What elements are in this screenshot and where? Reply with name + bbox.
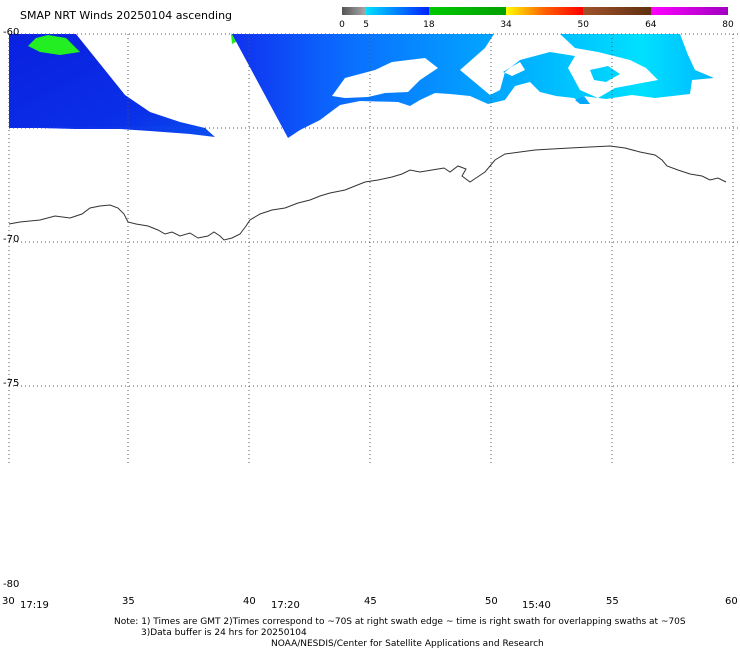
colorbar-segment bbox=[342, 7, 367, 15]
colorbar-label: 0 bbox=[339, 20, 345, 30]
high-wind-patch bbox=[28, 35, 80, 55]
colorbar-label: 5 bbox=[363, 20, 369, 30]
colorbar-segment bbox=[366, 7, 429, 15]
lon-label-50: 50 bbox=[485, 596, 498, 607]
colorbar-label: 64 bbox=[645, 20, 657, 30]
lon-label-55: 55 bbox=[606, 596, 619, 607]
swath-time: 15:40 bbox=[522, 600, 551, 611]
lon-label-40: 40 bbox=[243, 596, 256, 607]
colorbar-segment bbox=[583, 7, 651, 15]
swath-time: 17:20 bbox=[271, 600, 300, 611]
credit-line: NOAA/NESDIS/Center for Satellite Applica… bbox=[271, 639, 544, 649]
map-title: SMAP NRT Winds 20250104 ascending bbox=[20, 9, 233, 22]
lat-label-60: -60 bbox=[3, 27, 20, 38]
colorbar-label: 34 bbox=[500, 20, 512, 30]
colorbar-label: 50 bbox=[577, 20, 589, 30]
footnote-line-1: Note: 1) Times are GMT 2)Times correspon… bbox=[114, 617, 686, 627]
lon-label-45: 45 bbox=[364, 596, 377, 607]
colorbar-segment bbox=[650, 7, 728, 15]
lon-label-30: 30 bbox=[2, 596, 15, 607]
lat-label-70: -70 bbox=[3, 234, 20, 245]
colorbar-segment bbox=[506, 7, 584, 15]
footnote-line-2: 3)Data buffer is 24 hrs for 20250104 bbox=[141, 628, 307, 638]
wind-swath-right bbox=[232, 34, 714, 138]
wind-swath-right-patch bbox=[575, 96, 590, 104]
lon-label-60: 60 bbox=[725, 596, 738, 607]
wind-swath-left bbox=[9, 34, 215, 137]
lon-label-35: 35 bbox=[122, 596, 135, 607]
swath-time: 17:19 bbox=[20, 600, 49, 611]
lat-label-75: -75 bbox=[3, 378, 20, 389]
antarctic-coastline bbox=[8, 145, 727, 241]
colorbar-label: 18 bbox=[423, 20, 435, 30]
lat-label-80: -80 bbox=[3, 579, 20, 590]
colorbar-segment bbox=[428, 7, 507, 15]
colorbar-label: 80 bbox=[722, 20, 734, 30]
